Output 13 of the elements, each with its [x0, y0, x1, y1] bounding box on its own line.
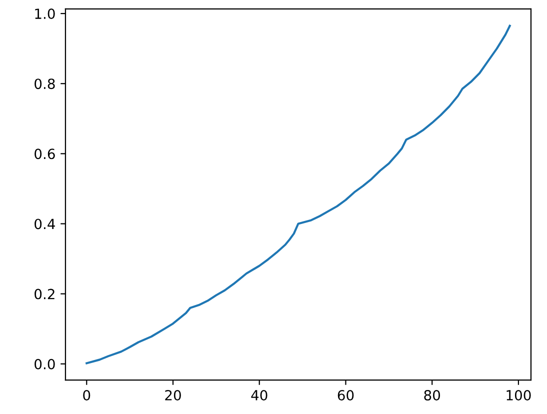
y-tick-label: 0.4 — [34, 218, 55, 230]
y-tick-label: 0.8 — [34, 78, 55, 90]
y-tick-label: 0.2 — [34, 288, 54, 300]
x-tick-label: 80 — [424, 390, 440, 400]
x-tick-label: 100 — [506, 390, 531, 400]
y-tick-label: 0.6 — [34, 148, 55, 160]
line-series — [86, 24, 511, 364]
y-tick-label: 1.0 — [35, 8, 55, 20]
y-tick-label: 0.0 — [34, 358, 55, 370]
x-tick-label: 60 — [338, 390, 354, 400]
x-tick-label: 20 — [165, 390, 181, 400]
x-tick-label: 0 — [83, 390, 90, 400]
x-tick-label: 40 — [251, 390, 268, 400]
